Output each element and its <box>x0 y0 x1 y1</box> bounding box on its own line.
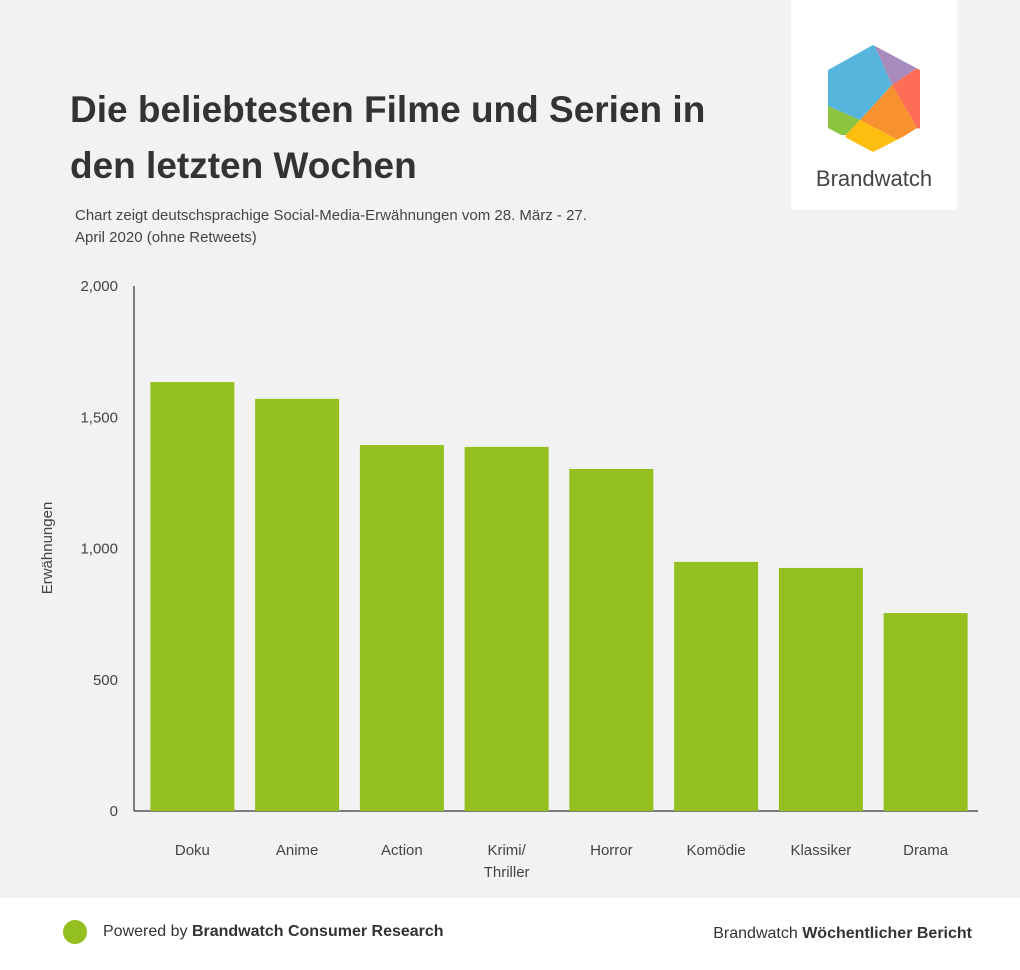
y-tick-label: 1,500 <box>80 409 118 426</box>
powered-by: Powered by Brandwatch Consumer Research <box>103 923 444 941</box>
powered-prefix: Powered by <box>103 923 192 940</box>
report-title: Wöchentlicher Bericht <box>802 925 972 942</box>
chart-subtitle: Chart zeigt deutschsprachige Social-Medi… <box>75 207 587 246</box>
y-tick-label: 1,000 <box>80 541 118 558</box>
x-tick-label: Drama <box>903 842 949 859</box>
bar <box>464 446 549 811</box>
bar <box>883 613 968 811</box>
bar <box>569 468 654 811</box>
bar <box>674 561 759 811</box>
brandwatch-logo: Brandwatch <box>791 0 957 210</box>
bar <box>359 445 444 811</box>
y-tick-label: 0 <box>110 803 118 820</box>
bar <box>150 382 235 811</box>
x-tick-label: Klassiker <box>790 842 851 859</box>
powered-brand: Brandwatch Consumer Research <box>191 923 444 940</box>
report-prefix: Brandwatch <box>713 925 803 942</box>
y-tick-label: 500 <box>93 672 118 689</box>
report-name: Brandwatch Wöchentlicher Bericht <box>713 925 972 943</box>
bar <box>778 567 863 811</box>
page-title: Die beliebtesten Filme und Serien in den… <box>70 89 706 186</box>
bar <box>255 398 340 811</box>
footer: Powered by Brandwatch Consumer Research … <box>0 898 1020 970</box>
x-tick-label: Action <box>381 842 423 859</box>
logo-text: Brandwatch <box>815 166 933 191</box>
x-tick-label: Komödie <box>687 842 746 859</box>
y-axis-title: Erwähnungen <box>39 502 56 595</box>
x-tick-label: Krimi/ <box>487 842 526 859</box>
y-tick-label: 2,000 <box>80 278 118 295</box>
x-tick-label: Thriller <box>484 864 530 881</box>
brandwatch-hexagon-icon <box>828 45 920 152</box>
bar-chart: 0 500 1,000 1,500 2,000 Erwähnungen Doku Anime A… <box>39 278 978 881</box>
brand-dot-icon <box>63 920 87 944</box>
x-tick-label: Doku <box>175 842 210 859</box>
x-tick-label: Anime <box>276 842 319 859</box>
x-tick-label: Horror <box>590 842 633 859</box>
